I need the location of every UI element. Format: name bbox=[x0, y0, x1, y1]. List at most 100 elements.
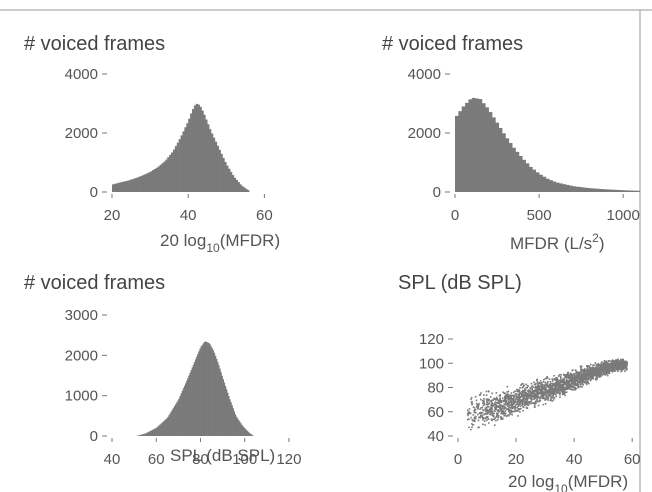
scatter-point bbox=[532, 391, 534, 394]
scatter-point bbox=[603, 361, 605, 364]
scatter-point bbox=[573, 373, 576, 375]
scatter-point bbox=[556, 379, 559, 381]
scatter-point bbox=[529, 387, 531, 390]
panel1-bar bbox=[211, 133, 214, 192]
scatter-point bbox=[487, 418, 490, 420]
scatter-point bbox=[504, 392, 506, 395]
scatter-point bbox=[592, 370, 594, 372]
scatter-point bbox=[568, 380, 570, 382]
scatter-point bbox=[485, 417, 487, 419]
panel4-xtick-label-0: 0 bbox=[454, 451, 462, 468]
scatter-point bbox=[492, 418, 495, 421]
scatter-point bbox=[480, 407, 482, 409]
scatter-point bbox=[507, 414, 509, 416]
scatter-point bbox=[549, 387, 551, 390]
panel2-ylabel: # voiced frames bbox=[382, 33, 523, 55]
scatter-point bbox=[547, 385, 549, 387]
panel1-xlabel-sub: 10 bbox=[206, 241, 220, 255]
scatter-point bbox=[476, 403, 479, 406]
panel3-bar bbox=[250, 433, 252, 436]
panel2-bar bbox=[508, 143, 513, 192]
scatter-point bbox=[597, 362, 600, 365]
scatter-point bbox=[548, 378, 551, 380]
scatter-point bbox=[516, 406, 519, 409]
panel3-xtick-label-0: 40 bbox=[104, 451, 121, 468]
scatter-point bbox=[479, 414, 482, 417]
scatter-point bbox=[598, 372, 600, 374]
scatter-point bbox=[466, 413, 469, 415]
scatter-point bbox=[519, 403, 521, 405]
scatter-point bbox=[580, 380, 583, 383]
scatter-point bbox=[572, 379, 575, 381]
scatter-point bbox=[557, 392, 559, 394]
scatter-point bbox=[527, 393, 529, 396]
panel3-bar bbox=[161, 422, 164, 436]
scatter-point bbox=[480, 392, 482, 394]
scatter-point bbox=[595, 367, 598, 369]
scatter-point bbox=[566, 384, 569, 387]
scatter-point bbox=[522, 390, 525, 392]
scatter-point bbox=[515, 404, 517, 406]
scatter-point bbox=[472, 406, 475, 408]
panel2-ytick-label-1: 2000 bbox=[408, 125, 441, 142]
scatter-point bbox=[481, 406, 483, 409]
panel1-bar bbox=[144, 174, 147, 192]
scatter-point bbox=[606, 364, 608, 366]
scatter-point bbox=[494, 417, 496, 419]
panel2-bar bbox=[599, 188, 604, 192]
scatter-point bbox=[498, 402, 501, 404]
scatter-point bbox=[562, 383, 565, 385]
scatter-point bbox=[566, 387, 568, 390]
scatter-point bbox=[467, 411, 470, 414]
panel2-bar bbox=[518, 156, 523, 192]
panel1-bar bbox=[142, 175, 145, 192]
scatter-point bbox=[504, 411, 506, 414]
scatter-point bbox=[491, 408, 493, 410]
scatter-point bbox=[544, 403, 547, 405]
scatter-point bbox=[535, 391, 538, 394]
scatter-point bbox=[552, 399, 555, 401]
scatter-point bbox=[605, 368, 607, 370]
scatter-point bbox=[566, 381, 569, 383]
scatter-point bbox=[517, 403, 519, 406]
panel2-bar bbox=[502, 133, 506, 192]
scatter-point bbox=[506, 391, 508, 393]
panel3-bar bbox=[151, 429, 154, 436]
panel1-bar bbox=[127, 180, 130, 192]
scatter-point bbox=[505, 395, 507, 397]
panel2-bar bbox=[545, 178, 550, 192]
scatter-point bbox=[483, 409, 485, 412]
panel3-bar bbox=[232, 408, 234, 436]
scatter-point bbox=[546, 380, 549, 383]
scatter-point bbox=[615, 359, 617, 361]
panel3-bar bbox=[211, 348, 213, 436]
scatter-point bbox=[475, 415, 477, 418]
panel1-ylabel: # voiced frames bbox=[24, 33, 165, 55]
scatter-point bbox=[592, 375, 595, 377]
scatter-point bbox=[541, 397, 544, 400]
scatter-point bbox=[594, 362, 597, 364]
scatter-point bbox=[488, 398, 490, 401]
scatter-point bbox=[483, 400, 485, 402]
scatter-point bbox=[512, 400, 515, 403]
scatter-point bbox=[496, 399, 499, 401]
scatter-point bbox=[584, 378, 586, 380]
panel3-bar bbox=[187, 378, 189, 436]
scatter-point bbox=[588, 373, 591, 375]
scatter-point bbox=[511, 401, 513, 403]
panel2-bar bbox=[592, 188, 597, 192]
scatter-point bbox=[570, 379, 573, 381]
scatter-point bbox=[599, 365, 602, 367]
scatter-point bbox=[557, 382, 559, 384]
scatter-point bbox=[500, 399, 502, 402]
scatter-point bbox=[504, 412, 507, 415]
scatter-point bbox=[584, 381, 587, 383]
scatter-point bbox=[600, 371, 602, 373]
scatter-point bbox=[577, 384, 579, 387]
scatter-point bbox=[494, 399, 497, 401]
scatter-point bbox=[489, 413, 492, 415]
scatter-point bbox=[490, 418, 493, 421]
panel3-bar bbox=[192, 364, 195, 436]
scatter-point bbox=[502, 417, 504, 420]
scatter-point bbox=[567, 383, 570, 386]
